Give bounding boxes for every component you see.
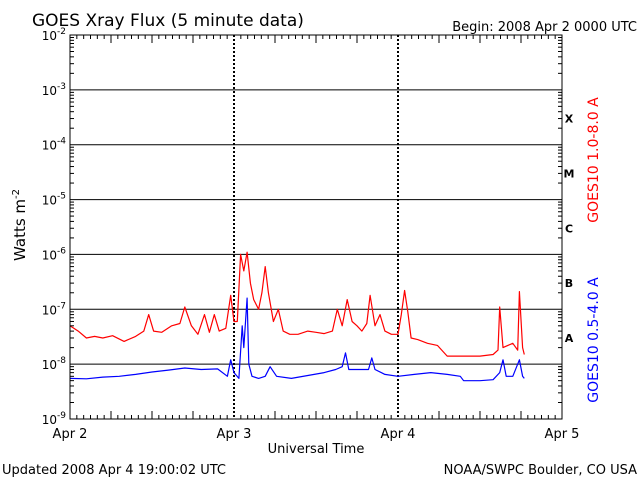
series-line-short [69,297,525,382]
svg-text:Watts m-2: Watts m-2 [11,189,29,261]
flare-class-label: A [565,332,574,345]
flare-class-label: C [565,222,573,235]
flare-class-label: X [565,113,574,126]
begin-label: Begin: 2008 Apr 2 0000 UTC [452,20,637,35]
plot-frame [69,34,563,420]
y-tick-label: 10-4 [42,137,67,153]
series-label-long: GOES10 1.0-8.0 A [586,97,602,223]
credit-label: NOAA/SWPC Boulder, CO USA [444,463,637,478]
x-tick-label: Apr 4 [381,427,416,442]
y-axis-title: Watts m-2 [11,189,29,261]
axis-ticks [70,35,562,419]
y-tick-label: 10-5 [42,192,66,208]
x-axis-title: Universal Time [268,442,365,457]
x-tick-label: Apr 5 [545,427,580,442]
chart-title: GOES Xray Flux (5 minute data) [32,11,304,31]
y-tick-label: 10-9 [42,411,67,427]
y-tick-label: 10-7 [42,301,66,317]
y-tick-label: 10-8 [42,356,67,372]
flare-class-label: B [565,277,573,290]
updated-timestamp: Updated 2008 Apr 4 19:00:02 UTC [2,463,226,478]
series-label-short: GOES10 0.5-4.0 A [586,277,602,403]
x-tick-label: Apr 3 [217,427,252,442]
gridlines [70,35,562,419]
x-tick-label: Apr 2 [53,427,88,442]
y-tick-label: 10-3 [42,82,66,98]
y-tick-label: 10-2 [42,27,66,43]
series-line-long [69,251,525,357]
y-axis-label-exponent: -2 [11,189,22,199]
series-lines [69,251,525,382]
y-tick-label: 10-6 [42,246,67,262]
flare-class-label: M [564,167,575,180]
y-axis-label: Watts m [11,199,29,261]
